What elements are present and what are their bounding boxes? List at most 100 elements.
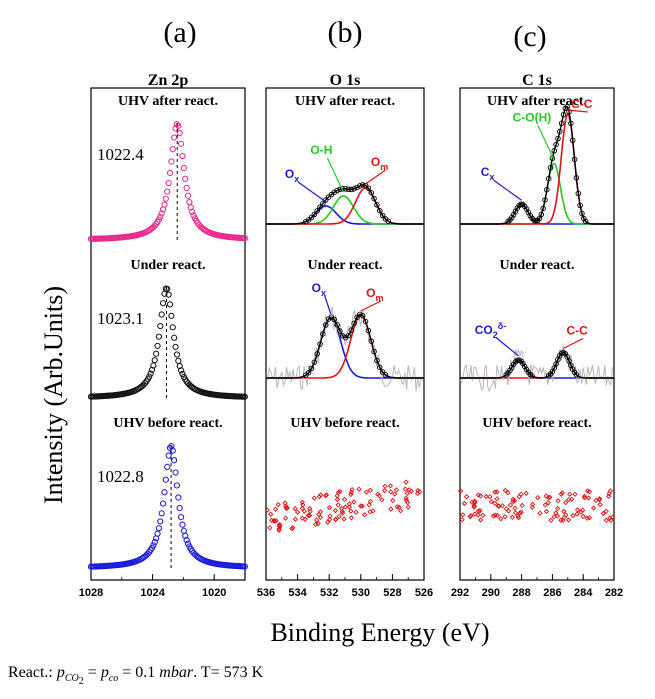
raw-data-point (488, 499, 495, 505)
zn-data-point (164, 188, 171, 195)
raw-data-point (408, 488, 415, 494)
fit-data-point (374, 202, 380, 208)
component-label: C-C (571, 97, 593, 111)
zn-data-point (241, 393, 248, 400)
zn-data-point (189, 208, 196, 215)
zn-data-point (173, 482, 181, 489)
x-tick-label: 288 (512, 587, 530, 599)
raw-data-point (289, 526, 295, 532)
raw-data-point (477, 517, 484, 523)
raw-data-point (332, 507, 339, 514)
raw-data-point (326, 504, 333, 511)
raw-data-point (311, 495, 317, 501)
component-label-sub: m (375, 293, 383, 303)
fit-data-point (351, 186, 357, 192)
fit-data-point (334, 322, 340, 328)
raw-data-point (388, 506, 394, 512)
raw-data-point (349, 486, 355, 493)
raw-data-point (361, 512, 368, 518)
zn-data-point (179, 152, 186, 160)
raw-data-point (495, 503, 501, 509)
component-label-base: C-O(H) (513, 111, 552, 125)
fit-data-point (354, 184, 360, 191)
zn-data-point (175, 357, 182, 364)
zn-data-point (164, 463, 171, 470)
zn-data-point (180, 164, 187, 172)
fit-data-point (540, 205, 546, 212)
fit-data-point (357, 311, 363, 318)
fit-data-point (359, 312, 366, 319)
raw-data-point (498, 516, 504, 522)
raw-data-point (596, 496, 603, 502)
zn-data-point (180, 527, 187, 534)
fit-data-point (345, 332, 352, 339)
raw-data-point (382, 483, 388, 489)
raw-data-point (376, 493, 382, 499)
raw-data-point (335, 502, 341, 508)
raw-data-point (324, 519, 331, 525)
component-label: C-C (567, 324, 589, 338)
fit-data-point (311, 211, 318, 218)
zn-data-point (172, 469, 179, 476)
zn-data-point (169, 447, 176, 454)
fit-data-point (514, 357, 521, 364)
component-label-base: O (371, 155, 380, 169)
raw-data-point (494, 512, 501, 519)
zn-data-point (171, 334, 178, 341)
component-arrow (562, 337, 584, 350)
footer-eq2: = 0.1 (118, 664, 160, 681)
raw-data-point (545, 495, 552, 501)
component-label: O-H (310, 143, 332, 157)
panel-title-c1s: C 1s (522, 72, 552, 89)
raw-data-point (267, 525, 273, 531)
raw-data-point (314, 517, 320, 523)
fit-data-point (555, 135, 561, 142)
zn-data-point (151, 357, 158, 364)
raw-data-point (554, 513, 561, 519)
component-label-sub: x (321, 288, 326, 298)
fit-data-point (575, 190, 582, 197)
zn-data-point (161, 201, 168, 208)
raw-data-point (356, 486, 362, 492)
component-label-sub: m (380, 162, 388, 172)
fit-data-point (379, 369, 386, 375)
raw-data-point (499, 503, 506, 509)
zn-data-point (184, 540, 192, 547)
x-tick-label: 536 (257, 587, 275, 599)
fit-data-point (340, 333, 346, 339)
fit-data-point (342, 186, 349, 192)
raw-data-point (351, 499, 357, 505)
raw-data-point (284, 505, 290, 512)
raw-data-point (366, 502, 372, 508)
raw-data-point (307, 508, 313, 514)
zn-data-point (177, 367, 185, 374)
raw-data-point (341, 516, 347, 522)
fit-data-point (566, 358, 572, 364)
zn-data-point (173, 121, 181, 128)
zn-data-point (157, 213, 164, 220)
raw-data-point (348, 508, 354, 514)
fit-data-point (529, 373, 535, 379)
zn-data-point (183, 536, 190, 544)
raw-data-point (480, 512, 486, 519)
raw-data-point (554, 505, 561, 512)
raw-data-point (316, 493, 323, 500)
raw-data-point (542, 502, 548, 508)
raw-data-point (547, 494, 553, 500)
x-tick-label: 534 (288, 587, 307, 599)
raw-data-point (334, 493, 340, 499)
zn-data-point (154, 342, 161, 350)
footer-co2-text: CO (64, 673, 79, 685)
raw-data-point (403, 479, 409, 485)
component-curve (266, 205, 424, 225)
raw-data-point (509, 514, 516, 520)
fit-data-point (374, 357, 380, 364)
zn-data-point (169, 146, 176, 153)
fit-data-point (322, 322, 329, 328)
x-tick-label: 1020 (202, 587, 226, 599)
fit-data-point (577, 202, 583, 209)
fit-data-point (362, 318, 369, 325)
peak-value-label: 1023.1 (97, 309, 144, 328)
x-tick-label: 1024 (140, 587, 165, 599)
raw-data-point (348, 515, 355, 521)
